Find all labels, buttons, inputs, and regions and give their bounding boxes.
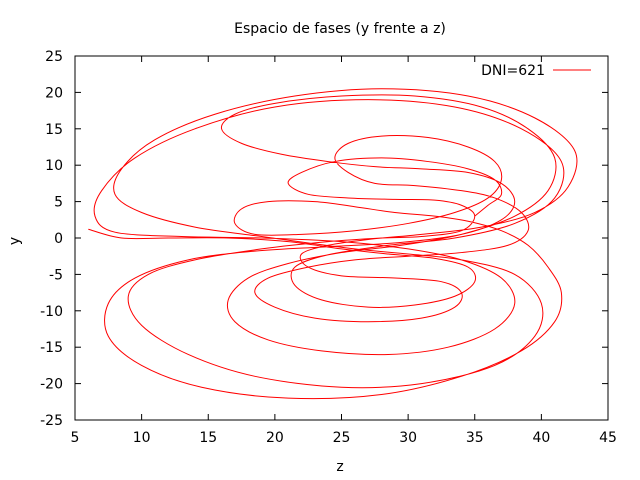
y-tick-label: 10	[45, 158, 63, 174]
y-tick-label: 20	[45, 85, 63, 101]
y-tick-label: 15	[45, 122, 63, 138]
y-tick-label: -20	[40, 377, 63, 393]
plot-frame	[74, 55, 609, 421]
y-tick-label: 0	[54, 231, 63, 247]
x-tick-label: 25	[333, 430, 351, 446]
y-tick-label: -10	[40, 304, 63, 320]
y-tick-label: -5	[49, 267, 63, 283]
y-tick-label: -25	[40, 413, 63, 429]
x-tick-label: 5	[71, 430, 80, 446]
x-tick-label: 15	[199, 430, 217, 446]
x-tick-label: 40	[532, 430, 550, 446]
y-tick-label: 5	[54, 195, 63, 211]
y-tick-label: 25	[45, 49, 63, 65]
x-tick-label: 35	[466, 430, 484, 446]
x-tick-label: 30	[399, 430, 417, 446]
x-tick-label: 20	[266, 430, 284, 446]
y-tick-label: -15	[40, 340, 63, 356]
y-axis-label: y	[7, 237, 23, 245]
chart-title: Espacio de fases (y frente a z)	[234, 21, 446, 37]
x-tick-label: 10	[133, 430, 151, 446]
series-line	[88, 88, 578, 400]
axis-ticks: 5 10 15 20 25 30 35 40 45 -25 -20 -15 -10 -5 0 5 10 15 20 2…	[40, 49, 617, 446]
legend-label: DNI=621	[481, 63, 545, 79]
legend: DNI=621	[481, 63, 591, 79]
plot-area	[88, 88, 578, 400]
x-axis-label: z	[336, 459, 343, 475]
x-tick-label: 45	[599, 430, 617, 446]
